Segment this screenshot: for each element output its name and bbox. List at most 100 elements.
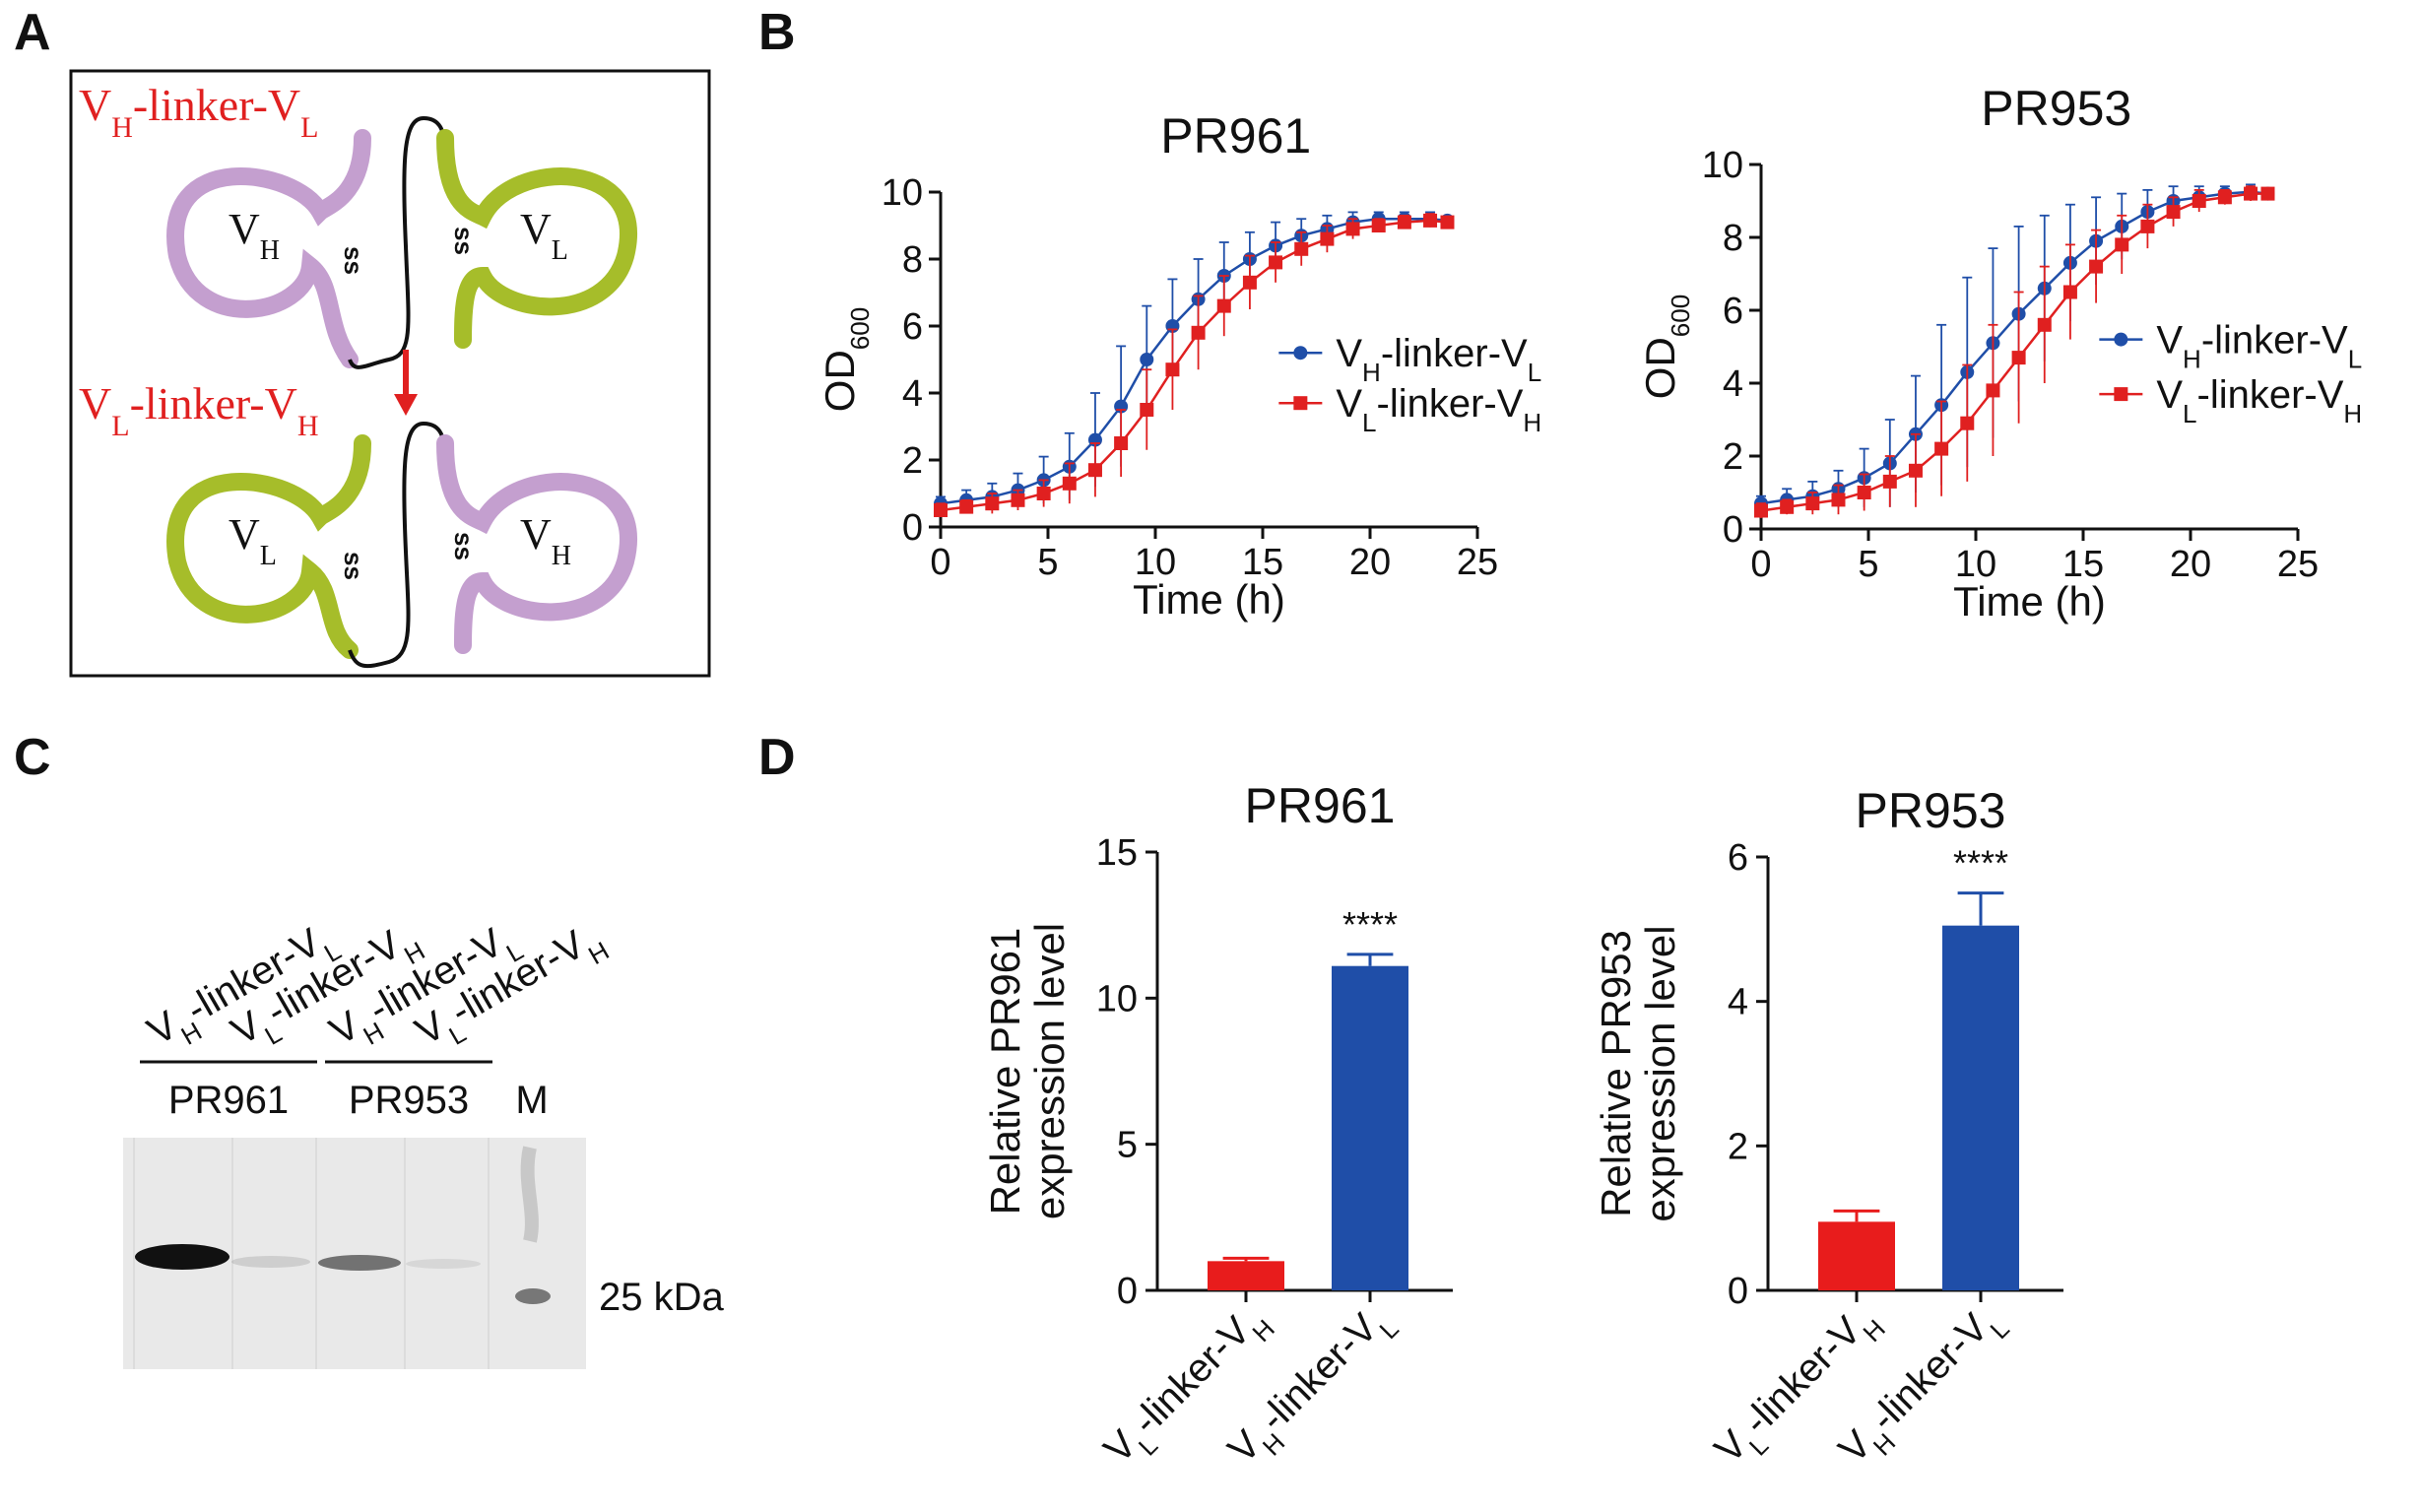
- bar-vh-linker-vl: [1942, 925, 2019, 1290]
- data-point: [1140, 353, 1154, 366]
- data-point: [2140, 219, 2155, 233]
- data-point: [1062, 476, 1077, 491]
- band-lane-2: [231, 1256, 310, 1268]
- chart-title: PR961: [1245, 778, 1396, 833]
- legend-item-vl-linker-vh: VL-linker-VH: [2099, 373, 2362, 428]
- legend-item-vh-linker-vl: VH-linker-VL: [1278, 332, 1541, 387]
- data-point: [2011, 351, 2026, 365]
- bottom-right-domain-label: VH: [520, 510, 571, 571]
- top-left-domain-label: VH: [229, 205, 280, 266]
- data-point: [1191, 325, 1206, 340]
- panel-a-letter: A: [14, 4, 51, 61]
- x-tick-label: 0: [930, 542, 950, 583]
- bar-vl-linker-vh: [1818, 1221, 1895, 1290]
- growth-chart-pr953: PR953 0 2 4 6 8 10 0 5 10 15 20 25 Time (h) OD600 VH-li…: [1637, 81, 2362, 625]
- data-point: [959, 499, 974, 514]
- data-point: [1857, 486, 1871, 499]
- legend-marker: [2114, 387, 2128, 402]
- x-tick-label: 0: [1750, 544, 1771, 585]
- data-point: [1269, 255, 1283, 270]
- x-tick-label: 25: [1457, 542, 1498, 583]
- y-tick-label: 10: [882, 172, 923, 214]
- legend-label: VH-linker-VL: [2156, 319, 2362, 374]
- data-point: [2192, 194, 2206, 208]
- y-axis-label-line-1: Relative PR953: [1593, 930, 1639, 1217]
- vh-domain-top: [166, 129, 371, 368]
- y-axis-label: OD600: [1637, 295, 1695, 399]
- data-point: [1087, 463, 1102, 478]
- band-lane-4: [406, 1259, 481, 1269]
- legend-marker: [1293, 346, 1308, 361]
- data-point: [1986, 383, 2000, 398]
- data-point: [934, 503, 948, 517]
- group-label-pr961: PR961: [168, 1079, 289, 1122]
- legend-label: VL-linker-VH: [1336, 382, 1541, 437]
- size-label-25kda: 25 kDa: [599, 1276, 724, 1319]
- linker-bottom: [348, 421, 447, 669]
- bar-vl-linker-vh: [1208, 1261, 1284, 1290]
- series-vl-linker-vh: [934, 213, 1455, 517]
- group-label-pr953: PR953: [349, 1079, 469, 1122]
- data-point: [1754, 503, 1768, 518]
- vh-domain-bottom: [436, 434, 637, 654]
- data-point: [1242, 275, 1257, 290]
- y-tick-label: 4: [1723, 363, 1743, 405]
- y-tick-label: 6: [1728, 837, 1748, 879]
- x-tick-label: 15: [1242, 542, 1283, 583]
- legend-label: VL-linker-VH: [2156, 373, 2362, 428]
- data-point: [1440, 215, 1455, 230]
- band-lane-1: [135, 1244, 229, 1270]
- x-axis-label: Time (h): [1133, 576, 1285, 623]
- data-point: [1780, 499, 1795, 514]
- data-point: [1345, 222, 1360, 236]
- y-tick-label: 6: [1723, 291, 1743, 332]
- data-point: [1397, 215, 1411, 230]
- y-tick-label: 0: [1728, 1271, 1748, 1312]
- data-point: [1140, 403, 1154, 417]
- y-tick-label: 4: [902, 373, 923, 415]
- x-tick-label: 20: [1349, 542, 1391, 583]
- x-tick-label: VH-linker-VL: [1220, 1295, 1405, 1479]
- legend-item-vl-linker-vh: VL-linker-VH: [1278, 382, 1541, 437]
- y-axis-label: OD600: [817, 307, 875, 412]
- y-tick-label: 15: [1096, 832, 1138, 874]
- lane-labels: VH-linker-VL VL-linker-VH VH-linker-VL V…: [141, 920, 615, 1053]
- bottom-schematic: VL VH ss ss: [166, 421, 637, 669]
- y-axis-label-line-2: expression level: [1026, 923, 1073, 1219]
- x-tick-label: 5: [1037, 542, 1058, 583]
- data-point: [1805, 496, 1820, 511]
- significance-stars: ****: [1342, 904, 1398, 945]
- data-point: [1882, 474, 1897, 489]
- x-tick-label: 15: [2062, 544, 2104, 585]
- data-point: [2166, 205, 2181, 220]
- y-tick-label: 0: [902, 507, 923, 549]
- y-tick-label: 2: [1728, 1126, 1748, 1167]
- legend-label: VH-linker-VL: [1336, 332, 1541, 387]
- marker-band-25kda: [515, 1288, 551, 1304]
- data-point: [1216, 298, 1231, 313]
- data-point: [1114, 436, 1129, 450]
- y-tick-label: 0: [1723, 509, 1743, 551]
- bar-vh-linker-vl: [1332, 965, 1408, 1290]
- data-point: [1036, 487, 1051, 500]
- y-tick-label: 8: [902, 239, 923, 281]
- data-point: [2089, 259, 2104, 274]
- y-tick-label: 2: [1723, 436, 1743, 478]
- marker-label: M: [515, 1079, 548, 1122]
- western-blot: [123, 1138, 586, 1369]
- vl-domain-bottom: [166, 434, 371, 659]
- data-point: [2062, 285, 2077, 299]
- bottom-construct-label: VL-linker-VH: [79, 378, 318, 442]
- panel-c-letter: C: [14, 729, 51, 786]
- significance-stars: ****: [1953, 843, 2008, 884]
- series-vl-linker-vh: [1754, 185, 2275, 518]
- disulfide-bottom-right: ss: [449, 532, 479, 560]
- top-right-domain-label: VL: [520, 205, 568, 266]
- data-point: [2115, 237, 2129, 252]
- chart-title: PR961: [1160, 108, 1311, 164]
- band-lane-3: [318, 1255, 401, 1271]
- chart-title: PR953: [1981, 81, 2131, 136]
- data-point: [1320, 231, 1335, 246]
